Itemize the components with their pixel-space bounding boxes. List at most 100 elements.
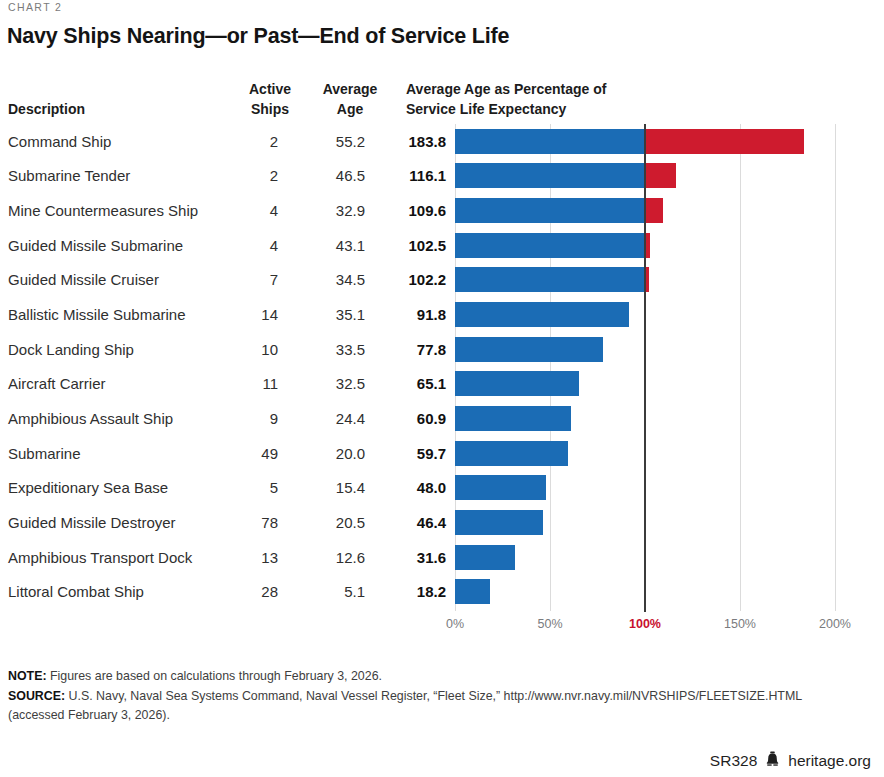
active-ships-value: 14 <box>230 306 278 323</box>
ship-description: Amphibious Transport Dock <box>0 549 230 566</box>
bar <box>455 267 649 292</box>
table-row: Command Ship 2 55.2 183.8 <box>0 124 884 159</box>
ship-description: Expeditionary Sea Base <box>0 479 230 496</box>
ship-description: Submarine <box>0 445 230 462</box>
ship-description: Guided Missile Submarine <box>0 237 230 254</box>
bar <box>455 579 490 604</box>
bar-segment-below-100 <box>455 475 546 500</box>
active-ships-value: 2 <box>230 167 278 184</box>
column-header-average-age: Average Age <box>316 79 384 119</box>
bar-segment-below-100 <box>455 441 568 466</box>
average-age-value: 5.1 <box>278 583 365 600</box>
active-ships-value: 4 <box>230 237 278 254</box>
active-ships-value: 28 <box>230 583 278 600</box>
footer: SR328 heritage.org <box>710 750 871 771</box>
ship-description: Guided Missile Cruiser <box>0 271 230 288</box>
average-age-value: 55.2 <box>278 133 365 150</box>
percent-service-life-value: 102.2 <box>365 271 446 288</box>
table-row: Amphibious Assault Ship 9 24.4 60.9 <box>0 401 884 436</box>
table-row: Guided Missile Destroyer 78 20.5 46.4 <box>0 505 884 540</box>
bar-segment-above-100 <box>645 129 804 154</box>
x-tick-100%: 100% <box>629 617 661 631</box>
active-ships-value: 9 <box>230 410 278 427</box>
bar <box>455 371 579 396</box>
bar-segment-below-100 <box>455 510 543 535</box>
footnotes: NOTE: Figures are based on calculations … <box>8 667 824 726</box>
note-text: Figures are based on calculations throug… <box>47 669 382 683</box>
x-tick-0%: 0% <box>446 617 464 631</box>
average-age-value: 43.1 <box>278 237 365 254</box>
percent-service-life-value: 59.7 <box>365 445 446 462</box>
active-ships-value: 2 <box>230 133 278 150</box>
bar <box>455 441 568 466</box>
average-age-value: 32.5 <box>278 375 365 392</box>
active-ships-value: 11 <box>230 375 278 392</box>
average-age-value: 34.5 <box>278 271 365 288</box>
bar <box>455 406 571 431</box>
bar <box>455 233 650 258</box>
table-row: Dock Landing Ship 10 33.5 77.8 <box>0 332 884 367</box>
percent-service-life-value: 65.1 <box>365 375 446 392</box>
active-ships-value: 13 <box>230 549 278 566</box>
bar-segment-below-100 <box>455 406 571 431</box>
bar <box>455 163 676 188</box>
bar-segment-below-100 <box>455 579 490 604</box>
x-axis: 0% 50% 100% 150% 200% <box>0 617 884 637</box>
percent-service-life-value: 109.6 <box>365 202 446 219</box>
bar <box>455 129 804 154</box>
note-label: NOTE: <box>8 669 47 683</box>
bar-segment-below-100 <box>455 129 645 154</box>
x-tick-200%: 200% <box>819 617 851 631</box>
report-id: SR328 <box>710 752 757 770</box>
chart-page: CHART 2 Navy Ships Nearing—or Past—End o… <box>0 0 884 777</box>
average-age-value: 32.9 <box>278 202 365 219</box>
table-row: Aircraft Carrier 11 32.5 65.1 <box>0 366 884 401</box>
table-row: Amphibious Transport Dock 13 12.6 31.6 <box>0 540 884 575</box>
table-row: Expeditionary Sea Base 5 15.4 48.0 <box>0 470 884 505</box>
average-age-value: 20.5 <box>278 514 365 531</box>
bar-segment-below-100 <box>455 267 645 292</box>
column-header-description: Description <box>8 99 85 119</box>
chart-kicker: CHART 2 <box>8 1 62 13</box>
bar-segment-below-100 <box>455 302 629 327</box>
percent-service-life-value: 77.8 <box>365 341 446 358</box>
average-age-value: 15.4 <box>278 479 365 496</box>
bar-segment-below-100 <box>455 163 645 188</box>
bar-segment-below-100 <box>455 198 645 223</box>
percent-service-life-value: 48.0 <box>365 479 446 496</box>
percent-service-life-value: 46.4 <box>365 514 446 531</box>
ship-description: Submarine Tender <box>0 167 230 184</box>
bar <box>455 545 515 570</box>
average-age-value: 20.0 <box>278 445 365 462</box>
percent-service-life-value: 91.8 <box>365 306 446 323</box>
bar-segment-below-100 <box>455 371 579 396</box>
active-ships-value: 10 <box>230 341 278 358</box>
table-row: Ballistic Missile Submarine 14 35.1 91.8 <box>0 297 884 332</box>
active-ships-value: 5 <box>230 479 278 496</box>
ship-description: Dock Landing Ship <box>0 341 230 358</box>
bar-segment-above-100 <box>645 198 663 223</box>
table-row: Littoral Combat Ship 28 5.1 18.2 <box>0 574 884 609</box>
ship-description: Aircraft Carrier <box>0 375 230 392</box>
source-label: SOURCE: <box>8 689 65 703</box>
bar <box>455 302 629 327</box>
percent-service-life-value: 18.2 <box>365 583 446 600</box>
x-tick-50%: 50% <box>537 617 562 631</box>
bar <box>455 198 663 223</box>
column-header-percent-service-life: Average Age as Percentage of Service Lif… <box>406 79 607 119</box>
average-age-value: 33.5 <box>278 341 365 358</box>
bar <box>455 510 543 535</box>
bar-segment-below-100 <box>455 545 515 570</box>
x-tick-150%: 150% <box>724 617 756 631</box>
heritage-bell-icon <box>764 750 781 771</box>
percent-service-life-value: 60.9 <box>365 410 446 427</box>
ship-description: Mine Countermeasures Ship <box>0 202 230 219</box>
bar <box>455 337 603 362</box>
percent-service-life-value: 116.1 <box>365 167 446 184</box>
average-age-value: 46.5 <box>278 167 365 184</box>
site-name: heritage.org <box>788 752 871 770</box>
average-age-value: 35.1 <box>278 306 365 323</box>
percent-service-life-value: 183.8 <box>365 133 446 150</box>
ship-description: Ballistic Missile Submarine <box>0 306 230 323</box>
ship-description: Command Ship <box>0 133 230 150</box>
